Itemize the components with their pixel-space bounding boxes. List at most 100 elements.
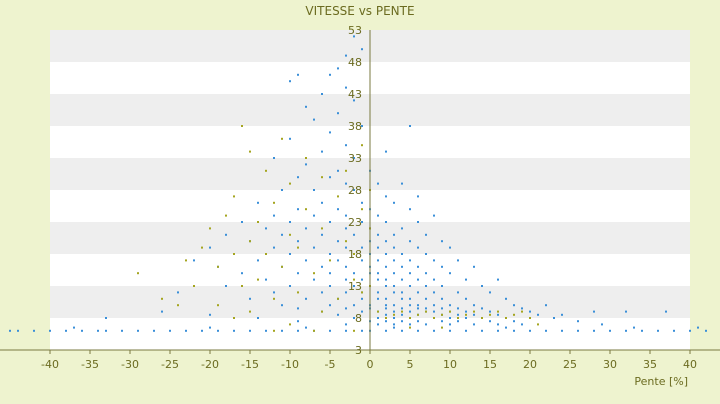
data-point bbox=[377, 246, 379, 249]
data-point bbox=[345, 182, 347, 185]
data-point bbox=[377, 310, 379, 313]
data-point bbox=[425, 310, 427, 313]
data-point bbox=[361, 310, 363, 313]
data-point bbox=[401, 320, 403, 323]
data-point bbox=[281, 137, 283, 140]
data-point bbox=[425, 307, 427, 310]
data-point bbox=[177, 291, 179, 294]
data-point bbox=[225, 233, 227, 236]
data-point bbox=[689, 329, 691, 332]
data-point bbox=[201, 246, 203, 249]
data-point bbox=[417, 329, 419, 332]
data-point bbox=[417, 313, 419, 316]
data-point bbox=[313, 329, 315, 332]
data-point bbox=[457, 320, 459, 323]
data-point bbox=[273, 329, 275, 332]
data-point bbox=[393, 317, 395, 319]
data-point bbox=[425, 323, 427, 326]
data-point bbox=[353, 317, 355, 319]
data-point bbox=[345, 265, 347, 268]
data-point bbox=[441, 326, 443, 329]
data-point bbox=[329, 272, 331, 275]
data-point bbox=[361, 144, 363, 147]
data-point bbox=[353, 272, 355, 275]
data-point bbox=[337, 259, 339, 262]
data-point bbox=[385, 240, 387, 243]
data-point bbox=[497, 323, 499, 326]
data-point bbox=[465, 278, 467, 281]
data-point bbox=[185, 259, 187, 262]
x-tick-label: -20 bbox=[201, 358, 219, 371]
data-point bbox=[289, 182, 291, 185]
data-point bbox=[537, 313, 539, 316]
data-point bbox=[521, 307, 523, 310]
data-point bbox=[473, 323, 475, 326]
data-point bbox=[425, 272, 427, 275]
data-point bbox=[457, 259, 459, 262]
data-point bbox=[385, 297, 387, 300]
data-point bbox=[273, 246, 275, 249]
data-point bbox=[289, 285, 291, 287]
data-point bbox=[337, 195, 339, 198]
data-point bbox=[481, 307, 483, 310]
data-point bbox=[673, 329, 675, 332]
data-point bbox=[249, 329, 251, 332]
data-point bbox=[313, 272, 315, 275]
data-point bbox=[337, 240, 339, 243]
data-point bbox=[481, 329, 483, 332]
data-point bbox=[465, 317, 467, 319]
data-point bbox=[361, 208, 363, 211]
data-point bbox=[257, 221, 259, 223]
data-point bbox=[553, 317, 555, 319]
data-point bbox=[161, 310, 163, 313]
data-point bbox=[697, 326, 699, 329]
data-point bbox=[177, 304, 179, 307]
x-tick-label: 15 bbox=[483, 358, 497, 371]
data-point bbox=[385, 221, 387, 223]
data-point bbox=[393, 233, 395, 236]
data-point bbox=[281, 233, 283, 236]
data-point bbox=[97, 329, 99, 332]
data-point bbox=[385, 307, 387, 310]
data-point bbox=[433, 317, 435, 319]
data-point bbox=[305, 163, 307, 166]
data-point bbox=[329, 285, 331, 287]
data-point bbox=[401, 253, 403, 255]
data-point bbox=[409, 326, 411, 329]
data-point bbox=[321, 227, 323, 230]
data-point bbox=[577, 320, 579, 323]
data-point bbox=[209, 313, 211, 316]
data-point bbox=[345, 240, 347, 243]
data-point bbox=[377, 233, 379, 236]
data-point bbox=[345, 307, 347, 310]
data-point bbox=[361, 221, 363, 223]
data-point bbox=[449, 317, 451, 319]
data-point bbox=[265, 329, 267, 332]
data-point bbox=[345, 291, 347, 294]
data-point bbox=[313, 118, 315, 121]
data-point bbox=[577, 329, 579, 332]
x-tick-label: -35 bbox=[81, 358, 99, 371]
data-point bbox=[329, 221, 331, 223]
data-point bbox=[265, 169, 267, 172]
data-point bbox=[481, 285, 483, 287]
x-tick-label: -30 bbox=[121, 358, 139, 371]
data-point bbox=[353, 35, 355, 38]
data-point bbox=[353, 157, 355, 159]
y-tick-label: 18 bbox=[348, 248, 362, 261]
data-point bbox=[241, 272, 243, 275]
data-point bbox=[513, 313, 515, 316]
data-point bbox=[401, 227, 403, 230]
data-point bbox=[249, 310, 251, 313]
data-point bbox=[345, 227, 347, 230]
data-point bbox=[377, 297, 379, 300]
data-point bbox=[529, 310, 531, 313]
x-tick-label: -25 bbox=[161, 358, 179, 371]
data-point bbox=[273, 291, 275, 294]
data-point bbox=[265, 278, 267, 281]
data-point bbox=[393, 201, 395, 204]
data-point bbox=[409, 317, 411, 319]
data-point bbox=[281, 329, 283, 332]
data-point bbox=[297, 272, 299, 275]
data-point bbox=[281, 189, 283, 191]
